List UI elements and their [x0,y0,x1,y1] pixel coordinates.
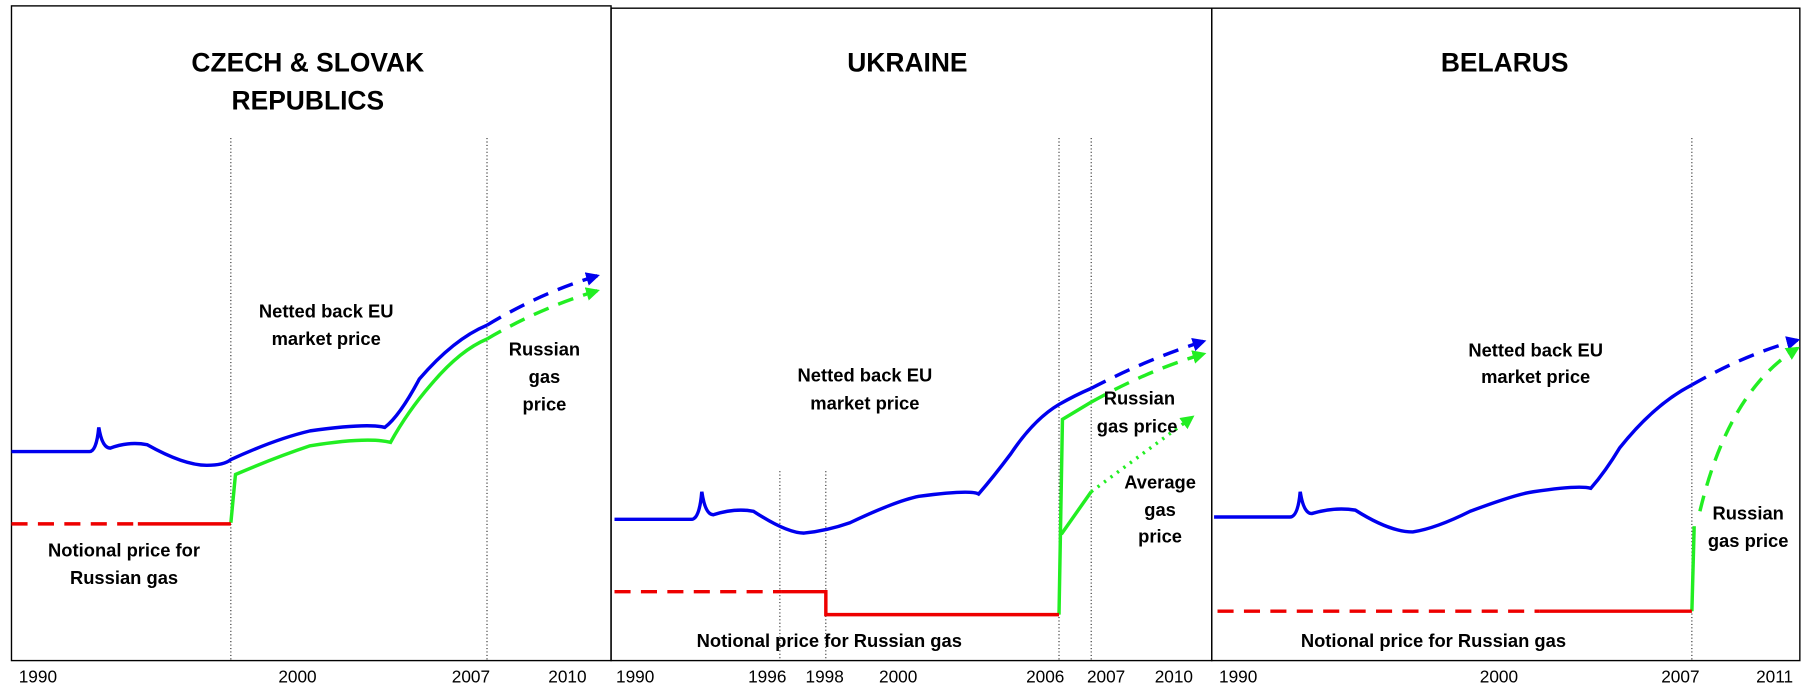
x-label: 2007 [1661,666,1699,686]
label: gas price [1097,415,1178,436]
label: price [1138,526,1182,547]
panel-title: REPUBLICS [232,85,385,115]
panel: BELARUS Netted back EU market price Russ… [1211,7,1801,686]
panel: UKRAINE Netted back EU market price Russ… [610,7,1213,686]
eu-price-line [1214,383,1693,534]
label: Netted back EU [259,300,394,321]
label: Netted back EU [1468,339,1603,360]
label: price [522,393,566,414]
x-label: 1990 [19,666,57,686]
notional-price-line [781,589,1060,617]
russian-price-line [229,337,488,523]
label: Russian gas [70,567,178,588]
eu-price-forecast [1691,336,1801,387]
eu-price-forecast [1090,337,1207,390]
russian-price-forecast [1090,350,1207,404]
label: market price [1481,366,1590,387]
x-label: 2010 [1155,666,1193,686]
panel-title: BELARUS [1441,47,1569,77]
eu-price-forecast [486,272,600,327]
x-label: 2000 [879,666,917,686]
panel-title: UKRAINE [847,47,967,77]
x-label: 2007 [1087,666,1125,686]
label: Netted back EU [798,365,933,386]
panel-title: CZECH & SLOVAK [191,47,424,77]
panel-frame [1211,7,1801,662]
x-label: 2011 [1756,666,1793,686]
panel: CZECH & SLOVAK REPUBLICS Netted back EU … [10,5,612,686]
label: gas price [1708,530,1789,551]
label: Notional price for Russian gas [1301,630,1566,651]
label: gas [1144,499,1176,520]
label: Notional price for Russian gas [697,630,962,651]
x-label: 2007 [452,666,490,686]
panel-frame [610,7,1213,662]
x-label: 1996 [748,666,786,686]
label: Notional price for [48,539,200,560]
eu-price-line [11,323,488,468]
x-label: 1998 [806,666,844,686]
russian-price-forecast [1698,346,1800,512]
label: Russian [1712,503,1783,524]
label: market price [272,328,381,349]
x-label: 1990 [616,666,654,686]
label: Russian [509,338,580,359]
average-price-forecast [1090,415,1195,494]
label: market price [810,392,919,413]
label: gas [529,366,561,387]
russian-price-forecast [486,287,600,341]
eu-price-line [614,386,1092,535]
x-label: 2006 [1026,666,1064,686]
russian-price-line [1057,400,1093,615]
x-label: 1990 [1219,666,1257,686]
russian-price-line [1690,526,1696,612]
label: Russian [1104,388,1175,409]
x-label: 2000 [278,666,316,686]
label: Average [1124,472,1196,493]
average-price-line [1059,490,1093,536]
x-label: 2010 [548,666,586,686]
x-label: 2000 [1480,666,1518,686]
